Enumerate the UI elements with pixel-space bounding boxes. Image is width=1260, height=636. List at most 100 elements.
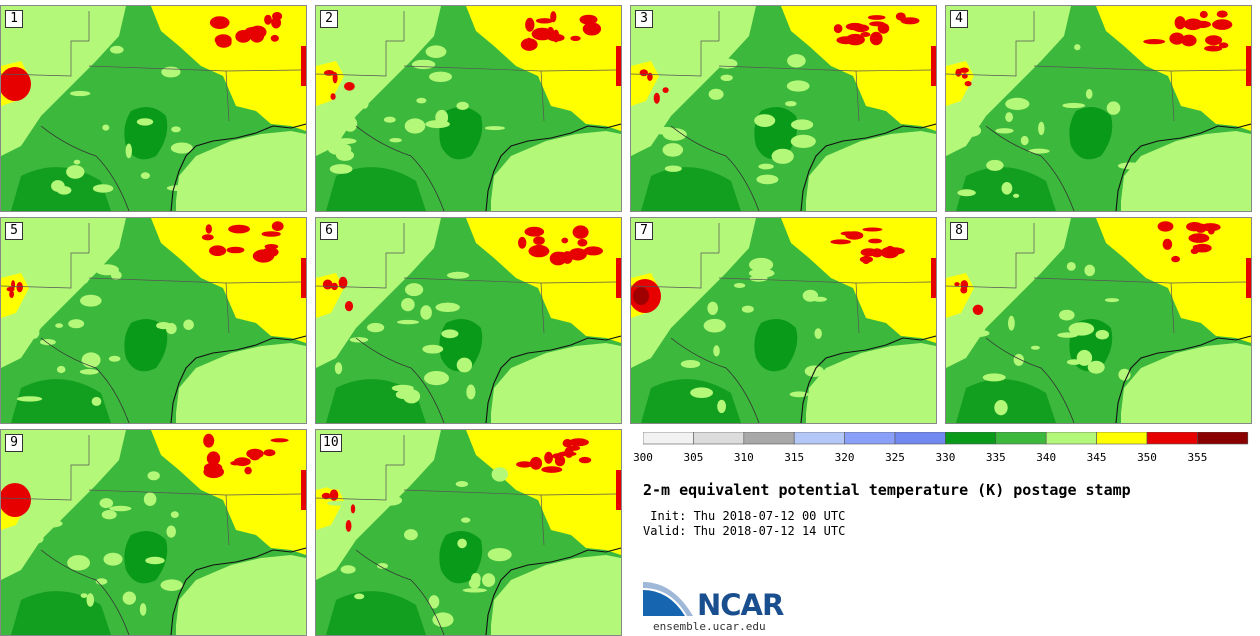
stamp-panel-2[interactable]: 2 xyxy=(315,5,622,212)
stamp-panel-4[interactable]: 4 xyxy=(945,5,1252,212)
moderate-patch xyxy=(790,134,816,148)
stamp-panel-8[interactable]: 8 xyxy=(945,217,1252,424)
stamp-panel-7[interactable]: 7 xyxy=(630,217,937,424)
high-theta-e-patch xyxy=(1171,255,1180,263)
moderate-patch xyxy=(461,517,471,523)
river-line xyxy=(985,337,1075,423)
high-theta-e-patch xyxy=(1216,10,1228,18)
stamp-panel-5[interactable]: 5 xyxy=(0,217,307,424)
moderate-patch xyxy=(441,329,459,339)
moderate-patch xyxy=(140,172,150,180)
moderate-patch xyxy=(110,45,124,54)
high-theta-e-patch xyxy=(860,248,878,257)
moderate-region xyxy=(316,430,441,580)
moderate-patch xyxy=(335,138,357,145)
high-theta-e-patch xyxy=(550,11,557,23)
coastline xyxy=(800,123,936,211)
stamp-panel-6[interactable]: 6 xyxy=(315,217,622,424)
moderate-patch xyxy=(711,41,721,57)
colorbar-tick-label: 335 xyxy=(985,451,1006,464)
moderate-patch xyxy=(389,138,402,143)
colorbar-tick-label: 345 xyxy=(1086,451,1107,464)
moderate-patch xyxy=(327,500,350,506)
moderate-patch xyxy=(1059,309,1075,321)
moderate-patch xyxy=(754,114,776,127)
moderate-patch xyxy=(1005,97,1030,110)
moderate-patch xyxy=(756,174,779,185)
moderate-region xyxy=(316,218,441,368)
coastline xyxy=(170,123,306,211)
high-theta-e-patch xyxy=(662,87,669,93)
high-theta-e-patch xyxy=(1212,19,1233,30)
moderate-region xyxy=(176,131,306,211)
high-theta-e-patch xyxy=(833,24,843,34)
high-theta-e-patch xyxy=(226,246,245,254)
moderate-patch xyxy=(101,510,117,520)
moderate-patch xyxy=(73,159,81,165)
moderate-region xyxy=(1121,343,1251,423)
moderate-patch xyxy=(1095,329,1109,340)
moderate-patch xyxy=(484,126,505,131)
moderate-patch xyxy=(424,371,449,386)
stamp-panel-3[interactable]: 3 xyxy=(630,5,937,212)
moderate-patch xyxy=(16,396,43,402)
moderate-patch xyxy=(960,124,982,137)
moderate-patch xyxy=(1028,148,1050,154)
moderate-patch xyxy=(1074,44,1081,51)
high-theta-e-patch xyxy=(263,449,276,457)
moderate-region xyxy=(631,6,756,156)
high-theta-e-patch xyxy=(301,470,306,510)
high-theta-e-patch xyxy=(1205,35,1223,46)
moderate-patch xyxy=(1013,353,1024,366)
high-theta-e-patch xyxy=(1204,45,1223,52)
moderate-patch xyxy=(404,118,426,134)
stamp-panel-1[interactable]: 1 xyxy=(0,5,307,212)
moderate-patch xyxy=(80,294,102,307)
high-theta-e-patch xyxy=(1,67,31,101)
moderate-patch xyxy=(435,302,460,312)
moderate-patch xyxy=(55,323,63,328)
high-theta-e-patch xyxy=(868,238,882,244)
high-theta-e-patch xyxy=(653,92,660,104)
moderate-patch xyxy=(680,360,701,368)
moderate-patch xyxy=(67,555,90,571)
ncar-logo-icon xyxy=(643,582,693,616)
cool-core xyxy=(641,167,741,211)
member-label: 5 xyxy=(5,222,23,240)
moderate-patch xyxy=(325,478,348,490)
high-theta-e-patch xyxy=(301,46,306,86)
colorbar-bin xyxy=(945,432,997,445)
high-theta-e-patch xyxy=(516,461,534,468)
high-theta-e-patch xyxy=(1188,233,1210,243)
colorbar-tick-label: 300 xyxy=(633,451,653,464)
high-theta-e-patch xyxy=(1174,16,1186,30)
high-theta-e-patch xyxy=(931,258,936,298)
high-theta-e-patch xyxy=(344,82,355,91)
high-theta-e-patch xyxy=(344,301,354,312)
state-border xyxy=(225,281,302,284)
colorbar-bin xyxy=(1045,432,1097,445)
moderate-patch xyxy=(648,311,657,326)
state-border xyxy=(540,281,617,284)
moderate-region xyxy=(491,555,621,635)
figure-title: 2-m equivalent potential temperature (K)… xyxy=(643,481,1131,499)
high-theta-e-patch xyxy=(1162,238,1173,250)
moderate-patch xyxy=(1022,56,1039,63)
moderate-patch xyxy=(161,66,181,78)
high-theta-e-patch xyxy=(845,231,864,240)
colorbar-bin xyxy=(1146,432,1198,445)
coastline xyxy=(1115,123,1251,211)
colorbar-tick-label: 350 xyxy=(1137,451,1157,464)
high-theta-e-patch xyxy=(1,483,31,517)
member-label: 7 xyxy=(635,222,653,240)
moderate-patch xyxy=(405,283,424,297)
stamp-panel-9[interactable]: 9 xyxy=(0,429,307,636)
high-theta-e-patch xyxy=(1183,18,1203,31)
colorbar-tick-label: 340 xyxy=(1036,451,1057,464)
stamp-panel-10[interactable]: 10 xyxy=(315,429,622,636)
moderate-patch xyxy=(462,588,487,593)
member-label: 3 xyxy=(635,10,653,28)
moderate-patch xyxy=(785,101,797,107)
moderate-patch xyxy=(139,603,147,616)
coastline xyxy=(485,123,621,211)
